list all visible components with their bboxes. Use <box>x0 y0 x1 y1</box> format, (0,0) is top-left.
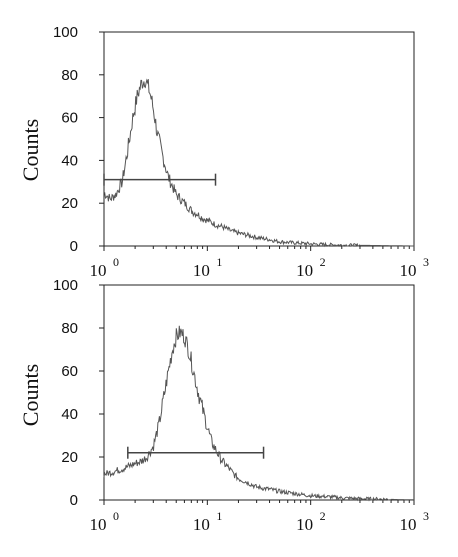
x-tick-exponent: 1 <box>216 255 222 269</box>
x-tick-exponent: 0 <box>113 509 119 523</box>
x-tick-exponent: 0 <box>113 255 119 269</box>
x-tick-exponent: 3 <box>423 255 429 269</box>
y-axis-label: Counts <box>18 364 43 426</box>
y-tick-label: 80 <box>61 320 78 337</box>
x-tick-label: 10 <box>296 515 313 534</box>
y-tick-label: 100 <box>53 277 78 294</box>
x-tick-label: 10 <box>193 261 210 280</box>
y-tick-label: 60 <box>61 110 78 127</box>
x-tick-label: 10 <box>296 261 313 280</box>
x-tick-label: 10 <box>90 261 107 280</box>
x-tick-exponent: 3 <box>423 509 429 523</box>
x-tick-label: 10 <box>90 515 107 534</box>
histogram-trace <box>104 78 414 248</box>
y-axis-label: Counts <box>18 119 43 181</box>
x-tick-label: 10 <box>193 515 210 534</box>
y-tick-label: 20 <box>61 195 78 212</box>
x-tick-label: 10 <box>400 261 417 280</box>
y-tick-label: 100 <box>53 24 78 41</box>
y-tick-label: 40 <box>61 152 78 169</box>
y-tick-label: 60 <box>61 363 78 380</box>
y-tick-label: 0 <box>70 492 78 509</box>
y-tick-label: 40 <box>61 406 78 423</box>
x-tick-label: 10 <box>400 515 417 534</box>
x-tick-exponent: 2 <box>320 255 326 269</box>
plot-frame <box>103 31 415 247</box>
y-tick-label: 80 <box>61 67 78 84</box>
x-tick-exponent: 1 <box>216 509 222 523</box>
y-tick-label: 0 <box>70 238 78 255</box>
y-tick-label: 20 <box>61 449 78 466</box>
histogram-trace <box>103 325 414 502</box>
x-tick-exponent: 2 <box>320 509 326 523</box>
plot-frame <box>103 284 415 501</box>
